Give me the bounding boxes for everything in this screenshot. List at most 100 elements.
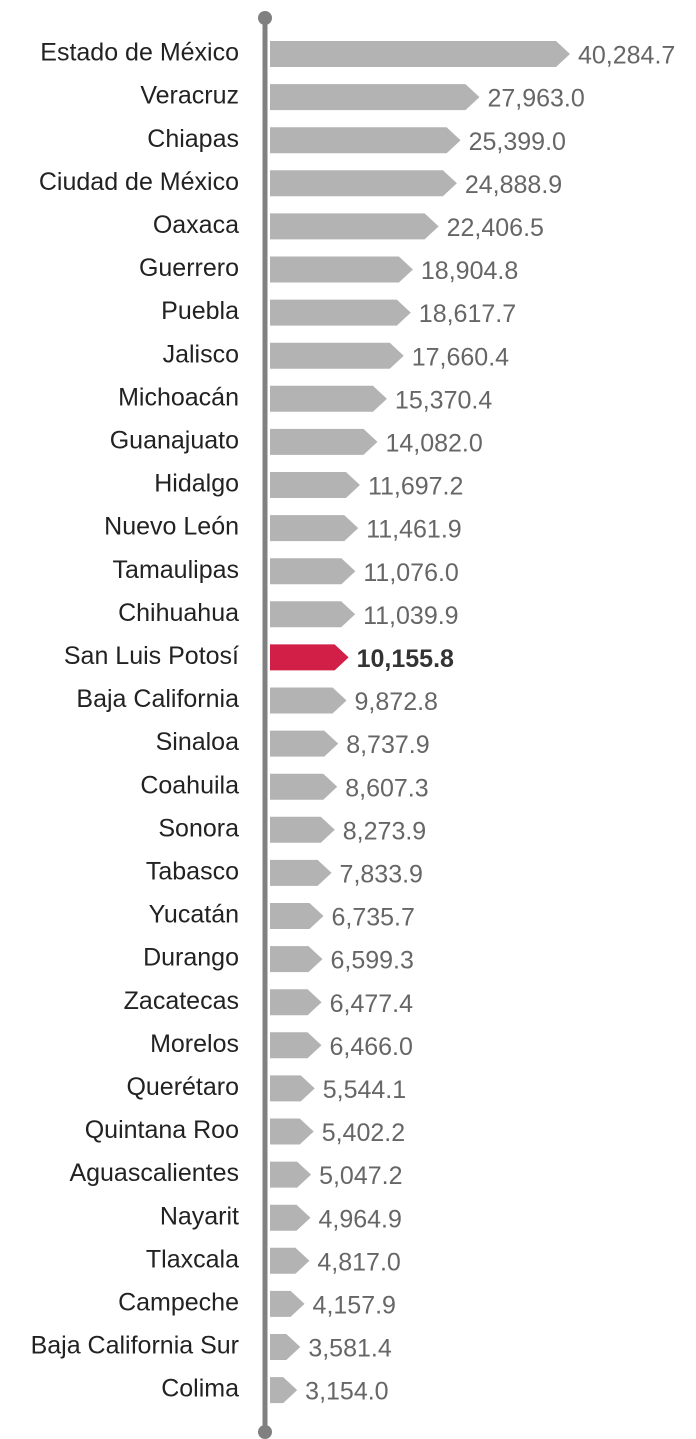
bar — [270, 299, 411, 326]
category-label: Nayarit — [160, 1202, 239, 1230]
category-label: Oaxaca — [153, 211, 239, 239]
bar — [270, 601, 356, 628]
category-label: Durango — [143, 944, 239, 972]
bar — [270, 859, 332, 886]
value-label: 11,039.9 — [363, 602, 458, 630]
value-label: 7,833.9 — [340, 861, 423, 889]
value-label: 40,284.7 — [578, 42, 675, 70]
category-label: Tamaulipas — [113, 556, 239, 584]
value-label: 6,477.4 — [330, 990, 414, 1018]
category-label: Jalisco — [163, 340, 239, 368]
category-label: Tlaxcala — [146, 1245, 239, 1273]
category-label: Querétaro — [126, 1073, 239, 1101]
value-label: 11,697.2 — [368, 473, 463, 501]
value-label: 22,406.5 — [447, 214, 544, 242]
category-label: Sonora — [158, 814, 239, 842]
bar — [270, 256, 413, 283]
bar — [270, 1075, 315, 1102]
category-label: Guerrero — [139, 254, 239, 282]
bar — [270, 84, 480, 111]
bar — [270, 1247, 310, 1274]
bar — [270, 903, 324, 929]
value-label: 6,735.7 — [331, 904, 414, 932]
category-label: Chiapas — [147, 125, 239, 153]
value-label: 25,399.0 — [469, 128, 566, 156]
bar — [270, 687, 347, 714]
value-label: 9,872.8 — [355, 688, 438, 716]
category-label: Ciudad de México — [39, 168, 239, 196]
category-label: Yucatán — [149, 901, 239, 929]
value-label: 24,888.9 — [465, 171, 562, 199]
bar — [270, 730, 339, 757]
value-label: 10,155.8 — [357, 645, 454, 673]
axis-dot — [258, 1425, 272, 1439]
category-label: Veracruz — [140, 82, 239, 110]
bar — [270, 515, 359, 542]
category-label: Quintana Roo — [85, 1116, 239, 1144]
category-label: Estado de México — [40, 39, 239, 67]
bar — [270, 1290, 305, 1317]
value-label: 18,904.8 — [421, 257, 518, 285]
bar — [270, 1204, 311, 1231]
value-label: 4,964.9 — [318, 1205, 401, 1233]
category-label: Campeche — [118, 1289, 239, 1317]
category-label: Coahuila — [140, 771, 239, 799]
value-label: 6,599.3 — [330, 947, 413, 975]
value-label: 4,817.0 — [317, 1248, 400, 1276]
value-label: 18,617.7 — [419, 300, 516, 328]
bar — [270, 558, 356, 585]
category-label: Tabasco — [146, 858, 239, 886]
category-label: Hidalgo — [154, 470, 239, 498]
bar — [270, 816, 335, 843]
value-label: 6,466.0 — [330, 1033, 413, 1061]
value-label: 15,370.4 — [395, 386, 492, 414]
category-label: Baja California Sur — [31, 1332, 239, 1360]
bar — [270, 1032, 322, 1059]
category-label: Aguascalientes — [69, 1159, 239, 1187]
bar — [270, 385, 387, 412]
category-label: Chihuahua — [118, 599, 239, 627]
category-label: Nuevo León — [104, 513, 239, 541]
bar — [270, 472, 360, 498]
bar — [270, 644, 349, 671]
category-label: Baja California — [76, 685, 239, 713]
value-label: 3,154.0 — [305, 1378, 388, 1406]
value-label: 11,461.9 — [366, 516, 461, 544]
value-label: 27,963.0 — [487, 85, 584, 113]
value-label: 8,273.9 — [343, 817, 426, 845]
value-label: 17,660.4 — [412, 343, 509, 371]
category-label: Zacatecas — [124, 987, 239, 1015]
value-label: 3,581.4 — [308, 1335, 392, 1363]
bar — [270, 428, 378, 455]
value-label: 5,047.2 — [319, 1162, 402, 1190]
bar — [270, 127, 461, 154]
value-label: 5,544.1 — [323, 1076, 406, 1104]
category-label: San Luis Potosí — [64, 642, 239, 670]
value-label: 8,607.3 — [345, 774, 428, 802]
bar — [270, 989, 322, 1016]
bar — [270, 342, 404, 369]
bar — [270, 213, 439, 240]
category-label: Morelos — [150, 1030, 239, 1058]
category-label: Sinaloa — [156, 728, 239, 756]
bar — [270, 41, 570, 67]
value-label: 4,157.9 — [313, 1292, 396, 1320]
category-label: Guanajuato — [110, 427, 239, 455]
axis-dot — [258, 11, 272, 25]
value-label: 5,402.2 — [322, 1119, 405, 1147]
category-label: Colima — [161, 1375, 239, 1403]
bar — [270, 170, 457, 197]
value-label: 11,076.0 — [363, 559, 458, 587]
value-label: 8,737.9 — [346, 731, 429, 759]
category-label: Michoacán — [118, 383, 239, 411]
bar — [270, 1161, 312, 1188]
bar — [270, 1334, 301, 1360]
bar — [270, 1118, 314, 1145]
value-label: 14,082.0 — [385, 430, 482, 458]
bar — [270, 1377, 298, 1404]
bar — [270, 946, 323, 973]
bar — [270, 773, 338, 800]
category-label: Puebla — [161, 297, 239, 325]
